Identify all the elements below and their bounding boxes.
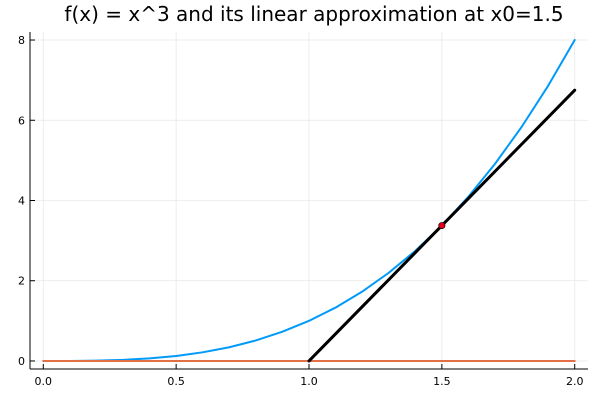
ticks: 0.0 0.5 1.0 1.5 2.0 0 2 4 6 8	[18, 34, 583, 388]
x-tick-label-0: 0.0	[35, 375, 53, 388]
y-tick-label-1: 2	[18, 275, 25, 288]
x-tick-label-4: 2.0	[566, 375, 584, 388]
points-layer	[438, 222, 446, 230]
y-tick-label-2: 4	[18, 195, 25, 208]
y-tick-label-0: 0	[18, 355, 25, 368]
x-tick-label-3: 1.5	[433, 375, 451, 388]
chart-title: f(x) = x^3 and its linear approximation …	[64, 2, 563, 26]
x-tick-label-2: 1.0	[300, 375, 318, 388]
grid	[30, 32, 588, 369]
series-line-0	[42, 39, 576, 362]
y-tick-label-4: 8	[18, 34, 25, 47]
x-tick-label-1: 0.5	[167, 375, 185, 388]
data-point-0	[438, 222, 446, 230]
y-tick-label-3: 6	[18, 114, 25, 127]
